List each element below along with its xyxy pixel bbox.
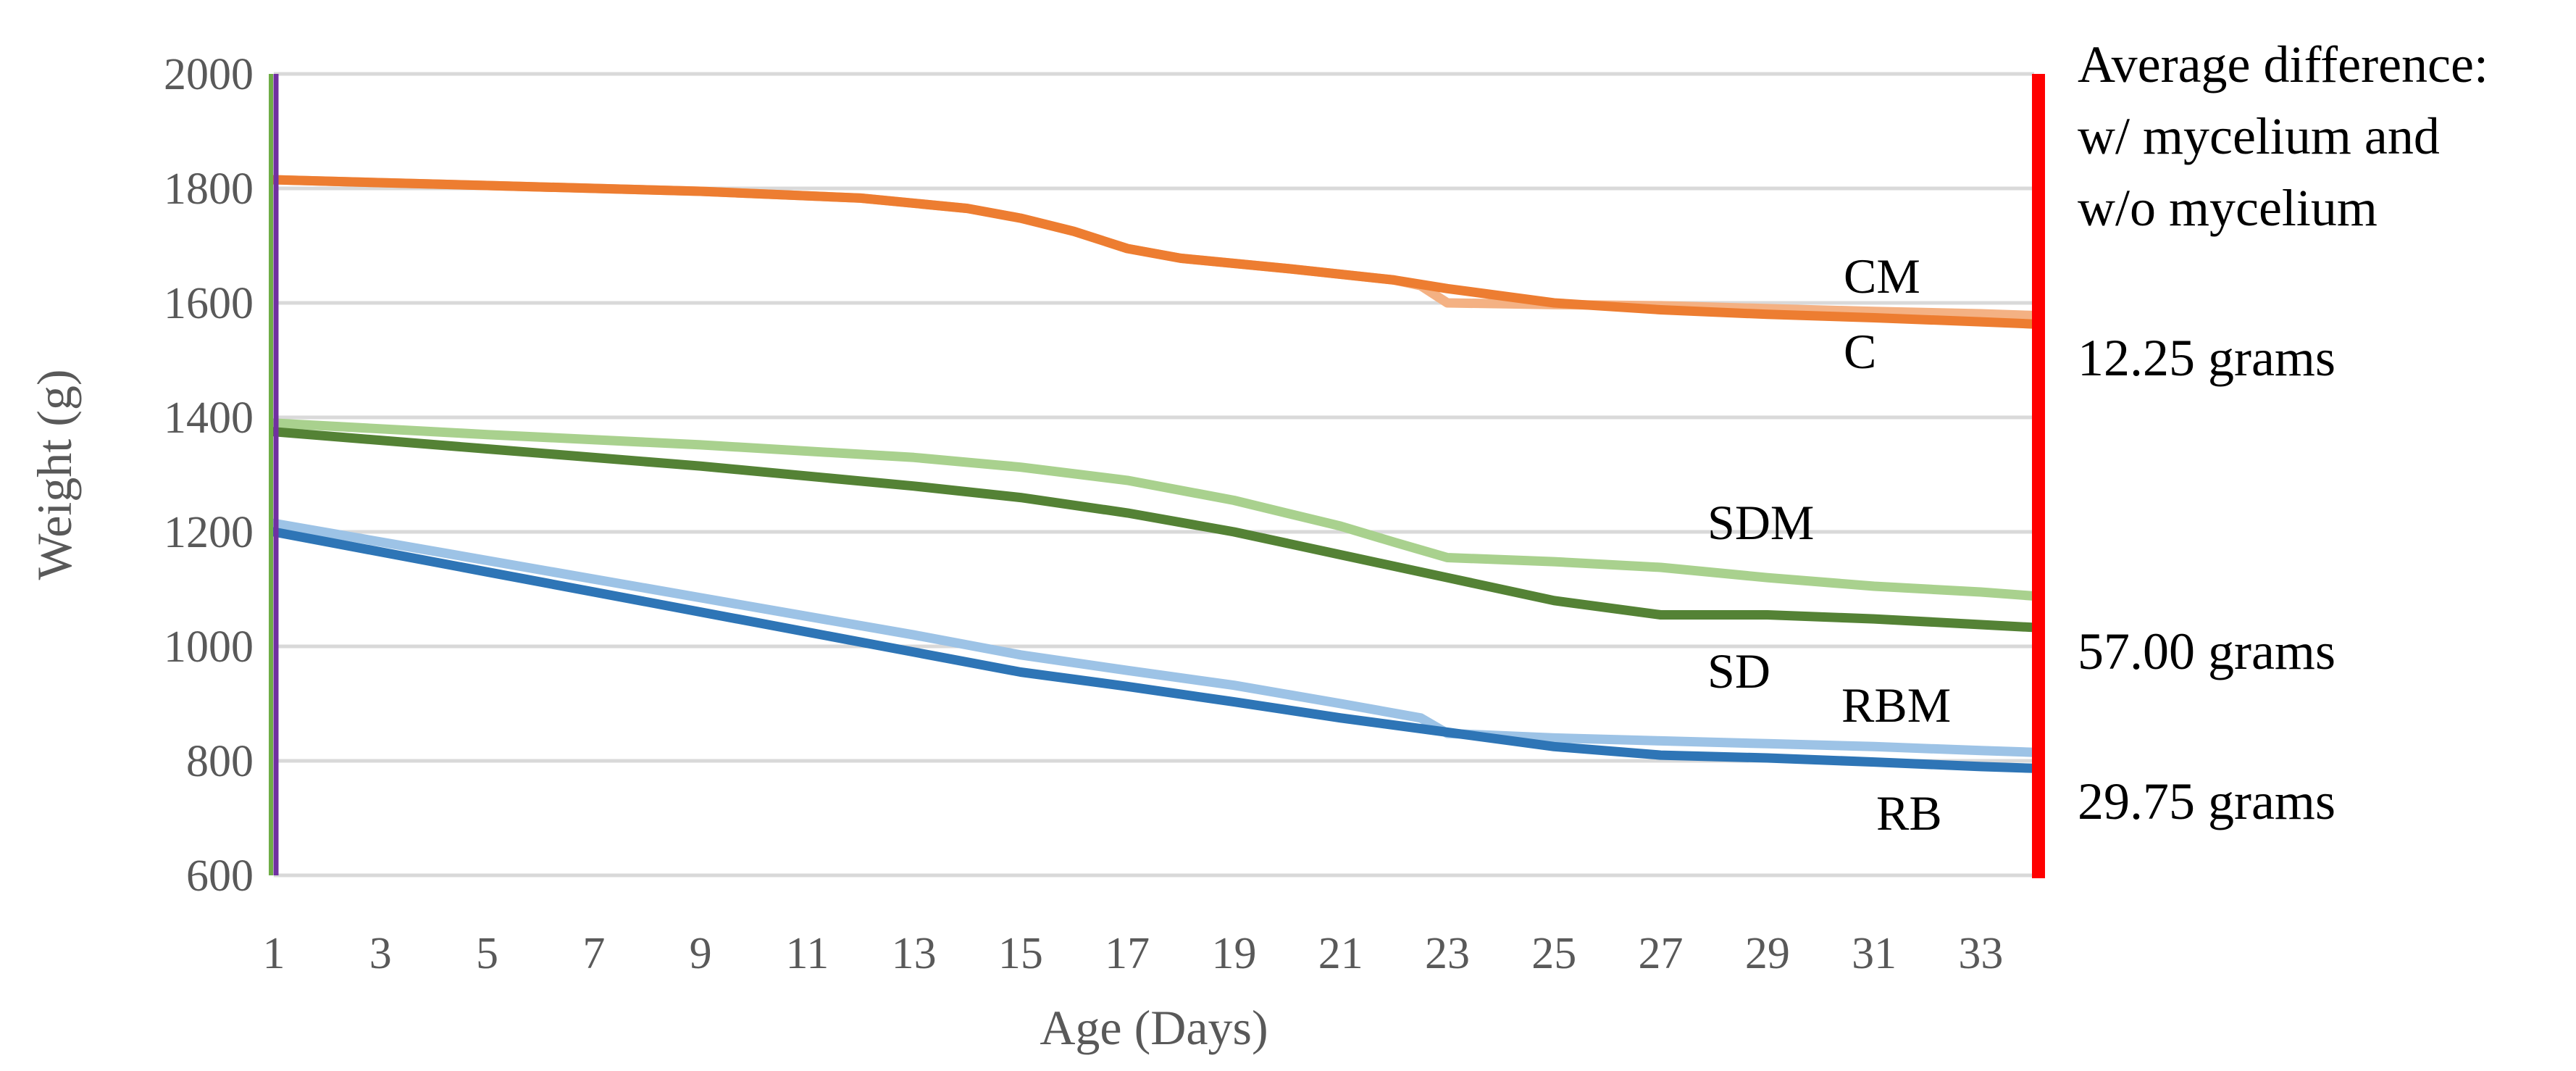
y-tick-label: 600 xyxy=(186,851,254,901)
x-tick-label: 17 xyxy=(1105,929,1150,978)
annotation-title-line: w/ mycelium and xyxy=(2078,107,2440,165)
y-tick-label: 1400 xyxy=(164,393,254,443)
series-label-c: C xyxy=(1844,324,1876,379)
series-line-rbm xyxy=(269,518,2039,757)
annotation-title-line: w/o mycelium xyxy=(2078,179,2378,237)
series-label-rbm: RBM xyxy=(1841,678,1951,733)
y-tick-label: 1600 xyxy=(164,279,254,328)
series-label-sdm: SDM xyxy=(1707,495,1814,550)
y-tick-label: 1200 xyxy=(164,508,254,557)
series-line-sdm xyxy=(269,418,2039,601)
x-tick-label: 11 xyxy=(786,929,829,978)
series-line-c xyxy=(269,175,2039,329)
x-tick-label: 19 xyxy=(1211,929,1256,978)
series-line-sd xyxy=(269,427,2039,633)
x-tick-label: 31 xyxy=(1852,929,1897,978)
x-tick-label: 5 xyxy=(476,929,498,978)
x-tick-label: 29 xyxy=(1745,929,1790,978)
x-tick-label: 27 xyxy=(1639,929,1684,978)
y-tick-label: 1000 xyxy=(164,622,254,672)
y-tick-label: 800 xyxy=(186,737,254,786)
annotation-difference-value: 29.75 grams xyxy=(2078,772,2335,830)
x-tick-label: 23 xyxy=(1425,929,1470,978)
annotation-title-line: Average difference: xyxy=(2078,36,2488,93)
y-tick-label: 1800 xyxy=(164,164,254,214)
x-axis-title: Age (Days) xyxy=(1040,1000,1268,1055)
series-label-cm: CM xyxy=(1844,249,1920,304)
y-tick-label: 2000 xyxy=(164,50,254,99)
annotation-difference-value: 12.25 grams xyxy=(2078,329,2335,387)
annotation-difference-value: 57.00 grams xyxy=(2078,622,2335,680)
x-tick-label: 25 xyxy=(1531,929,1576,978)
series-line-rb xyxy=(269,527,2039,773)
y-axis-title: Weight (g) xyxy=(27,370,82,580)
x-tick-label: 1 xyxy=(263,929,285,978)
x-tick-label: 13 xyxy=(892,929,937,978)
x-tick-label: 21 xyxy=(1318,929,1363,978)
x-tick-label: 3 xyxy=(369,929,392,978)
x-tick-label: 9 xyxy=(690,929,712,978)
series-label-sd: SD xyxy=(1707,643,1770,699)
x-tick-label: 15 xyxy=(998,929,1043,978)
x-tick-label: 33 xyxy=(1958,929,2003,978)
x-tick-label: 7 xyxy=(582,929,605,978)
series-label-rb: RB xyxy=(1876,785,1942,841)
series-line-cm xyxy=(269,175,2039,320)
